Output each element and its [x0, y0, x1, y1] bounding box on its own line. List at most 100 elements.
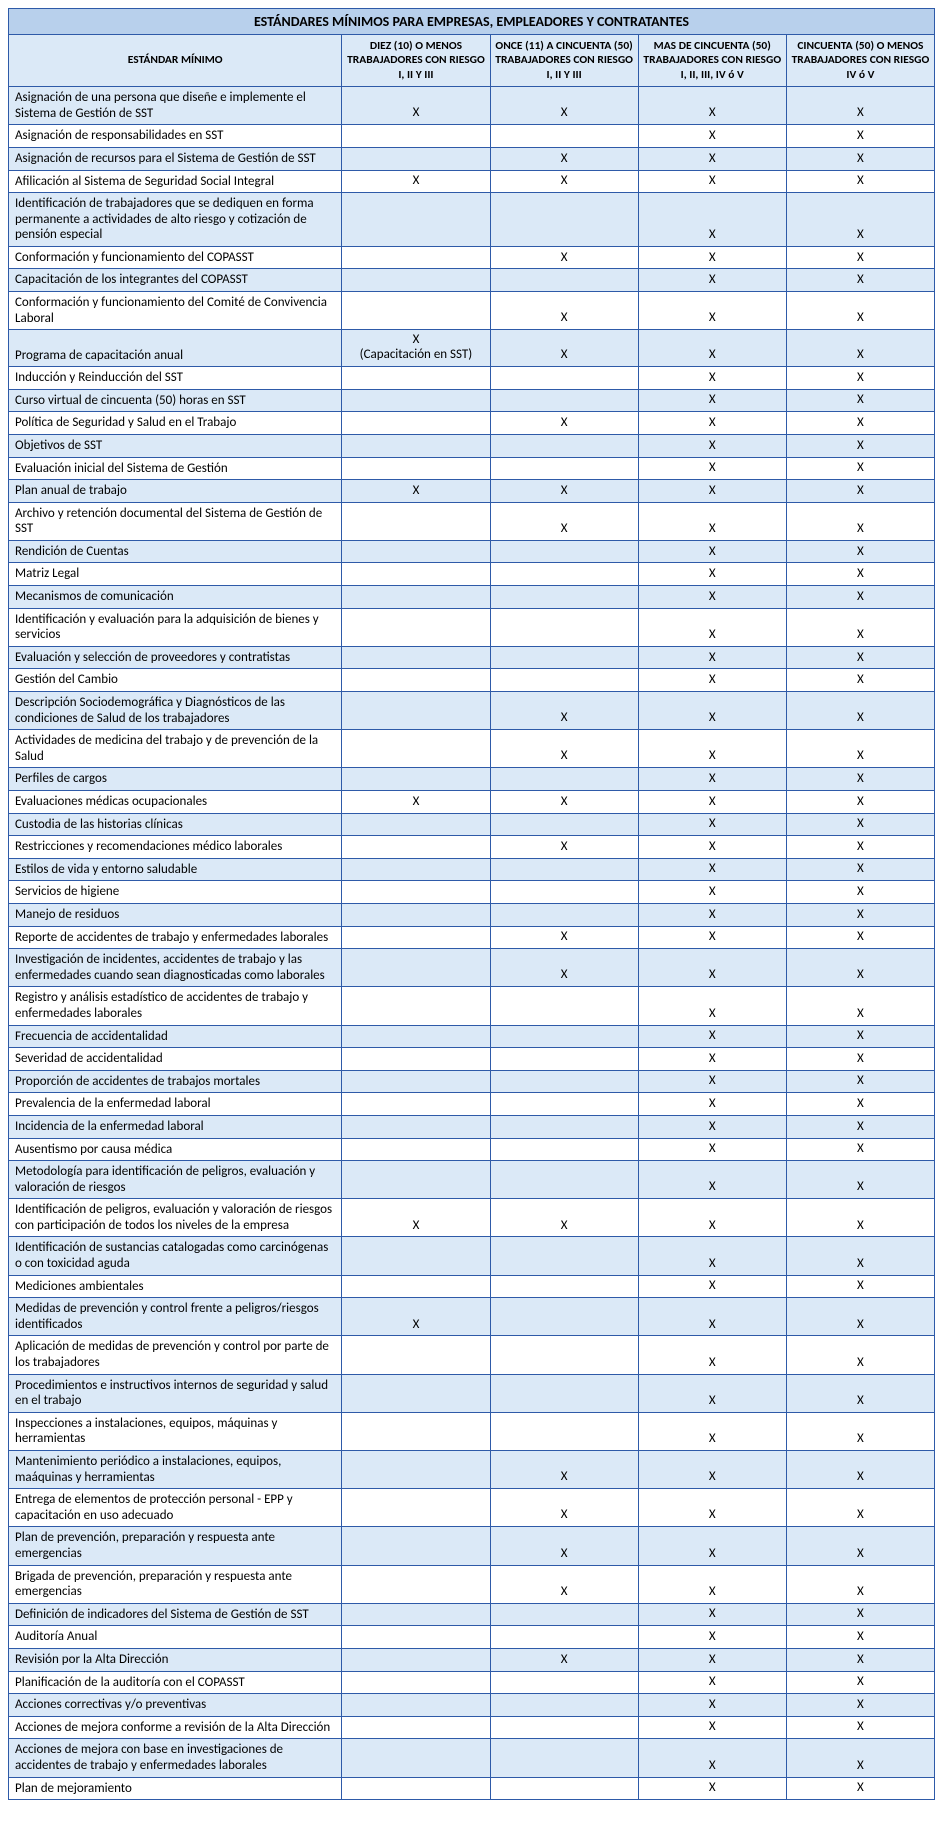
row-mark: X	[490, 480, 638, 503]
row-mark: X	[786, 170, 934, 193]
row-mark: X	[786, 367, 934, 390]
row-mark: X	[638, 367, 786, 390]
row-mark: X	[638, 1527, 786, 1565]
row-label: Evaluación inicial del Sistema de Gestió…	[9, 457, 342, 480]
row-mark	[342, 1025, 490, 1048]
table-row: Asignación de responsabilidades en SSTXX	[9, 125, 935, 148]
table-row: Política de Seguridad y Salud en el Trab…	[9, 412, 935, 435]
row-mark: X	[638, 791, 786, 814]
row-mark	[342, 1626, 490, 1649]
row-mark: X	[786, 1412, 934, 1450]
row-label: Severidad de accidentalidad	[9, 1048, 342, 1071]
row-mark: X	[786, 147, 934, 170]
row-mark	[342, 813, 490, 836]
row-label: Capacitación de los integrantes del COPA…	[9, 269, 342, 292]
table-row: Revisión por la Alta DirecciónXXX	[9, 1648, 935, 1671]
table-row: Restricciones y recomendaciones médico l…	[9, 836, 935, 859]
row-mark: X	[786, 813, 934, 836]
table-row: Entrega de elementos de protección perso…	[9, 1489, 935, 1527]
row-mark: X	[490, 1451, 638, 1489]
row-label: Definición de indicadores del Sistema de…	[9, 1603, 342, 1626]
col-header-4: CINCUENTA (50) O MENOS TRABAJADORES CON …	[786, 35, 934, 87]
row-mark	[490, 768, 638, 791]
table-row: Acciones de mejora conforme a revisión d…	[9, 1716, 935, 1739]
table-row: Servicios de higieneXX	[9, 881, 935, 904]
standards-table: ESTÁNDARES MÍNIMOS PARA EMPRESAS, EMPLEA…	[8, 8, 935, 1800]
row-mark	[342, 540, 490, 563]
row-mark: X	[490, 87, 638, 125]
row-mark: X	[638, 434, 786, 457]
row-label: Programa de capacitación anual	[9, 330, 342, 367]
row-mark	[490, 367, 638, 390]
row-mark: X	[786, 669, 934, 692]
row-mark	[342, 193, 490, 247]
row-mark: X	[786, 1451, 934, 1489]
row-label: Asignación de responsabilidades en SST	[9, 125, 342, 148]
table-row: Registro y análisis estadístico de accid…	[9, 987, 935, 1025]
row-mark: X	[786, 193, 934, 247]
row-mark: X	[786, 434, 934, 457]
row-mark: X	[638, 87, 786, 125]
row-mark: X	[490, 949, 638, 987]
row-mark	[490, 646, 638, 669]
row-mark	[342, 881, 490, 904]
row-mark	[342, 502, 490, 540]
row-mark: X	[638, 1671, 786, 1694]
row-label: Procedimientos e instructivos internos d…	[9, 1374, 342, 1412]
table-row: Incidencia de la enfermedad laboralXX	[9, 1115, 935, 1138]
row-mark: X	[490, 730, 638, 768]
row-mark: X	[638, 125, 786, 148]
row-mark: X	[490, 1527, 638, 1565]
table-row: Asignación de una persona que diseñe e i…	[9, 87, 935, 125]
row-mark: X	[786, 1777, 934, 1800]
row-mark	[342, 1716, 490, 1739]
row-mark	[342, 1070, 490, 1093]
row-mark	[490, 1412, 638, 1450]
row-label: Perfiles de cargos	[9, 768, 342, 791]
table-row: Identificación de trabajadores que se de…	[9, 193, 935, 247]
table-row: Plan de mejoramientoXX	[9, 1777, 935, 1800]
row-mark: X	[638, 389, 786, 412]
table-row: Inspecciones a instalaciones, equipos, m…	[9, 1412, 935, 1450]
row-mark	[342, 949, 490, 987]
table-title: ESTÁNDARES MÍNIMOS PARA EMPRESAS, EMPLEA…	[9, 9, 935, 35]
row-mark	[490, 1739, 638, 1777]
row-mark: X	[786, 836, 934, 859]
row-mark	[342, 1489, 490, 1527]
table-row: Investigación de incidentes, accidentes …	[9, 949, 935, 987]
row-mark: X	[490, 1565, 638, 1603]
table-row: Metodología para identificación de pelig…	[9, 1161, 935, 1199]
row-mark: X	[786, 330, 934, 367]
row-label: Revisión por la Alta Dirección	[9, 1648, 342, 1671]
row-mark: X	[638, 292, 786, 330]
row-mark: X	[786, 540, 934, 563]
row-mark: X	[638, 1374, 786, 1412]
table-row: Actividades de medicina del trabajo y de…	[9, 730, 935, 768]
row-label: Identificación de sustancias catalogadas…	[9, 1237, 342, 1275]
table-row: Acciones correctivas y/o preventivasXX	[9, 1694, 935, 1717]
table-row: Asignación de recursos para el Sistema d…	[9, 147, 935, 170]
row-label: Conformación y funcionamiento del COPASS…	[9, 246, 342, 269]
row-mark	[342, 608, 490, 646]
table-row: Conformación y funcionamiento del COPASS…	[9, 246, 935, 269]
row-mark: X	[786, 608, 934, 646]
table-row: Definición de indicadores del Sistema de…	[9, 1603, 935, 1626]
row-mark: X	[786, 457, 934, 480]
row-mark	[342, 730, 490, 768]
row-mark: X	[638, 926, 786, 949]
table-row: Objetivos de SSTXX	[9, 434, 935, 457]
table-row: Prevalencia de la enfermedad laboralXX	[9, 1093, 935, 1116]
row-mark: X	[638, 1565, 786, 1603]
row-mark	[342, 1237, 490, 1275]
table-row: Mediciones ambientalesXX	[9, 1275, 935, 1298]
row-mark	[342, 1336, 490, 1374]
row-mark: X	[786, 1565, 934, 1603]
row-mark: X	[786, 412, 934, 435]
row-mark: X	[786, 1694, 934, 1717]
row-mark	[490, 1070, 638, 1093]
row-mark: X	[786, 1025, 934, 1048]
row-label: Mediciones ambientales	[9, 1275, 342, 1298]
row-mark: X	[638, 1739, 786, 1777]
row-mark: X	[786, 1161, 934, 1199]
table-row: Archivo y retención documental del Siste…	[9, 502, 935, 540]
